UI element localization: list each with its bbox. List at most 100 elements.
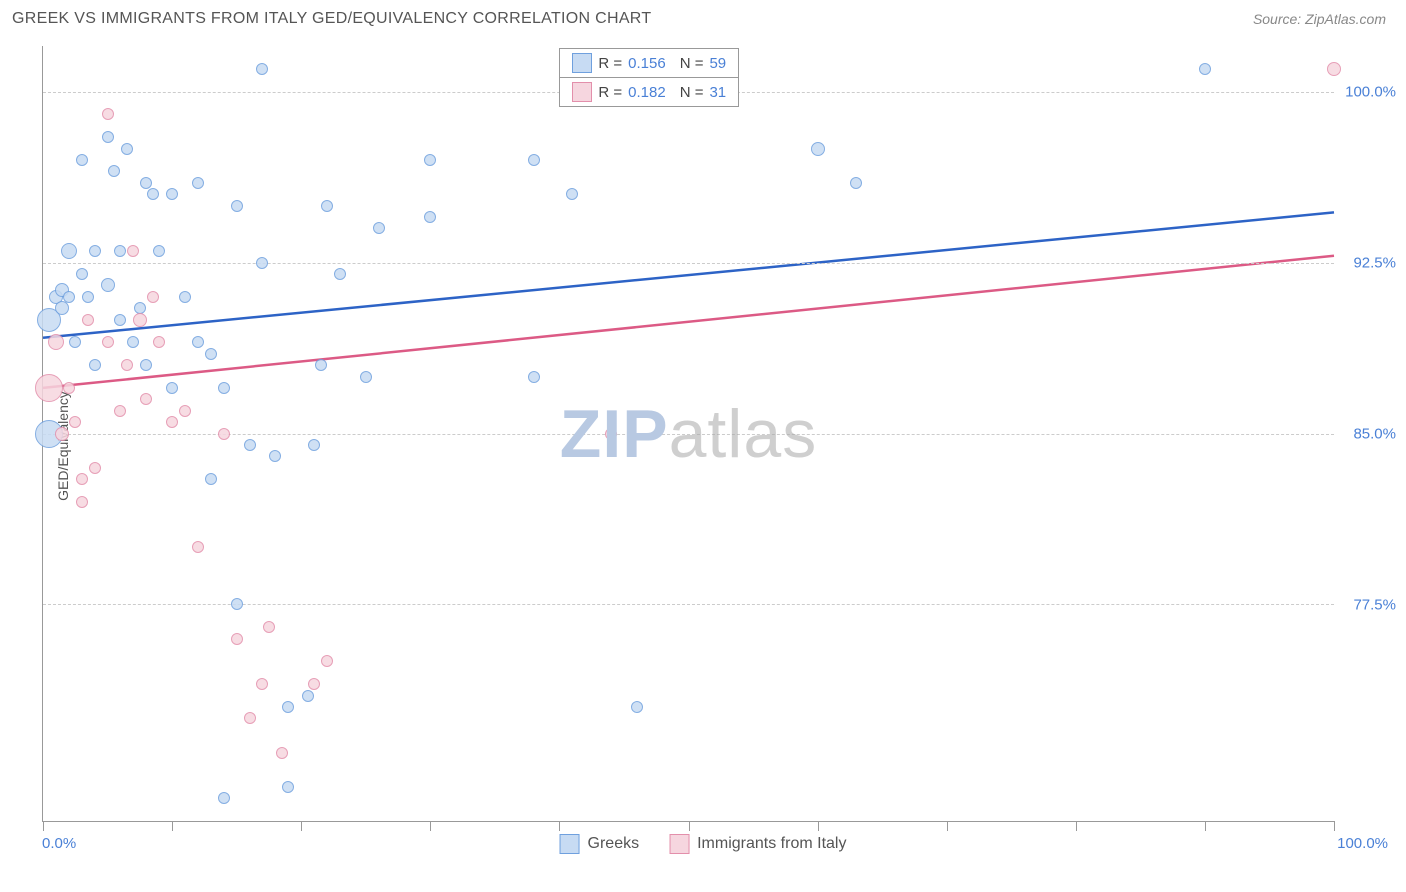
n-value: 31: [709, 84, 726, 101]
data-point: [1199, 63, 1211, 75]
data-point: [102, 131, 114, 143]
data-point: [89, 359, 101, 371]
data-point: [218, 382, 230, 394]
data-point: [63, 382, 75, 394]
data-point: [127, 245, 139, 257]
correlation-legend: R = 0.156 N = 59 R = 0.182 N = 31: [559, 48, 739, 107]
data-point: [218, 792, 230, 804]
y-tick-label: 100.0%: [1345, 83, 1396, 100]
gridline-h: [43, 263, 1334, 264]
data-point: [321, 655, 333, 667]
data-point: [244, 439, 256, 451]
data-point: [76, 268, 88, 280]
legend-row-greeks: R = 0.156 N = 59: [560, 49, 738, 78]
data-point: [147, 291, 159, 303]
data-point: [140, 393, 152, 405]
data-point: [153, 245, 165, 257]
data-point: [424, 154, 436, 166]
data-point: [48, 334, 64, 350]
legend-label: Greeks: [588, 835, 640, 853]
data-point: [55, 301, 69, 315]
y-tick-label: 92.5%: [1353, 254, 1396, 271]
data-point: [101, 278, 115, 292]
data-point: [121, 359, 133, 371]
data-point: [192, 541, 204, 553]
data-point: [102, 108, 114, 120]
data-point: [166, 416, 178, 428]
data-point: [256, 257, 268, 269]
data-point: [302, 690, 314, 702]
data-point: [127, 336, 139, 348]
swatch-icon: [572, 82, 592, 102]
legend-label: Immigrants from Italy: [697, 835, 846, 853]
n-value: 59: [709, 55, 726, 72]
data-point: [631, 701, 643, 713]
data-point: [140, 177, 152, 189]
swatch-icon: [669, 834, 689, 854]
y-tick-label: 77.5%: [1353, 597, 1396, 614]
data-point: [61, 243, 77, 259]
data-point: [192, 177, 204, 189]
data-point: [269, 450, 281, 462]
data-point: [133, 313, 147, 327]
x-tick: [301, 821, 302, 831]
y-tick-label: 85.0%: [1353, 426, 1396, 443]
data-point: [218, 428, 230, 440]
data-point: [1327, 62, 1341, 76]
data-point: [153, 336, 165, 348]
data-point: [108, 165, 120, 177]
data-point: [147, 188, 159, 200]
data-point: [82, 291, 94, 303]
data-point: [166, 382, 178, 394]
source-label: Source: ZipAtlas.com: [1253, 11, 1386, 27]
data-point: [850, 177, 862, 189]
r-value: 0.156: [628, 55, 666, 72]
x-tick: [559, 821, 560, 831]
chart-title: GREEK VS IMMIGRANTS FROM ITALY GED/EQUIV…: [12, 10, 651, 28]
data-point: [121, 143, 133, 155]
data-point: [166, 188, 178, 200]
data-point: [102, 336, 114, 348]
x-tick: [689, 821, 690, 831]
data-point: [308, 678, 320, 690]
data-point: [76, 154, 88, 166]
scatter-chart: ZIPatlas R = 0.156 N = 59 R = 0.182 N = …: [42, 46, 1334, 822]
data-point: [231, 633, 243, 645]
trend-line: [43, 212, 1334, 337]
data-point: [811, 142, 825, 156]
x-tick: [430, 821, 431, 831]
data-point: [231, 598, 243, 610]
data-point: [424, 211, 436, 223]
data-point: [528, 371, 540, 383]
x-tick: [172, 821, 173, 831]
legend-item: Immigrants from Italy: [669, 834, 846, 854]
data-point: [360, 371, 372, 383]
data-point: [276, 747, 288, 759]
data-point: [256, 63, 268, 75]
data-point: [263, 621, 275, 633]
data-point: [114, 245, 126, 257]
data-point: [35, 374, 63, 402]
data-point: [89, 462, 101, 474]
data-point: [528, 154, 540, 166]
x-tick: [43, 821, 44, 831]
swatch-icon: [572, 53, 592, 73]
data-point: [76, 496, 88, 508]
legend-item: Greeks: [560, 834, 640, 854]
data-point: [63, 291, 75, 303]
x-tick: [1205, 821, 1206, 831]
data-point: [192, 336, 204, 348]
data-point: [244, 712, 256, 724]
x-tick: [1076, 821, 1077, 831]
data-point: [82, 314, 94, 326]
data-point: [69, 336, 81, 348]
data-point: [282, 781, 294, 793]
r-value: 0.182: [628, 84, 666, 101]
data-point: [205, 473, 217, 485]
data-point: [566, 188, 578, 200]
data-point: [605, 428, 617, 440]
data-point: [205, 348, 217, 360]
data-point: [76, 473, 88, 485]
trend-line: [43, 256, 1334, 388]
legend-row-italy: R = 0.182 N = 31: [560, 78, 738, 106]
